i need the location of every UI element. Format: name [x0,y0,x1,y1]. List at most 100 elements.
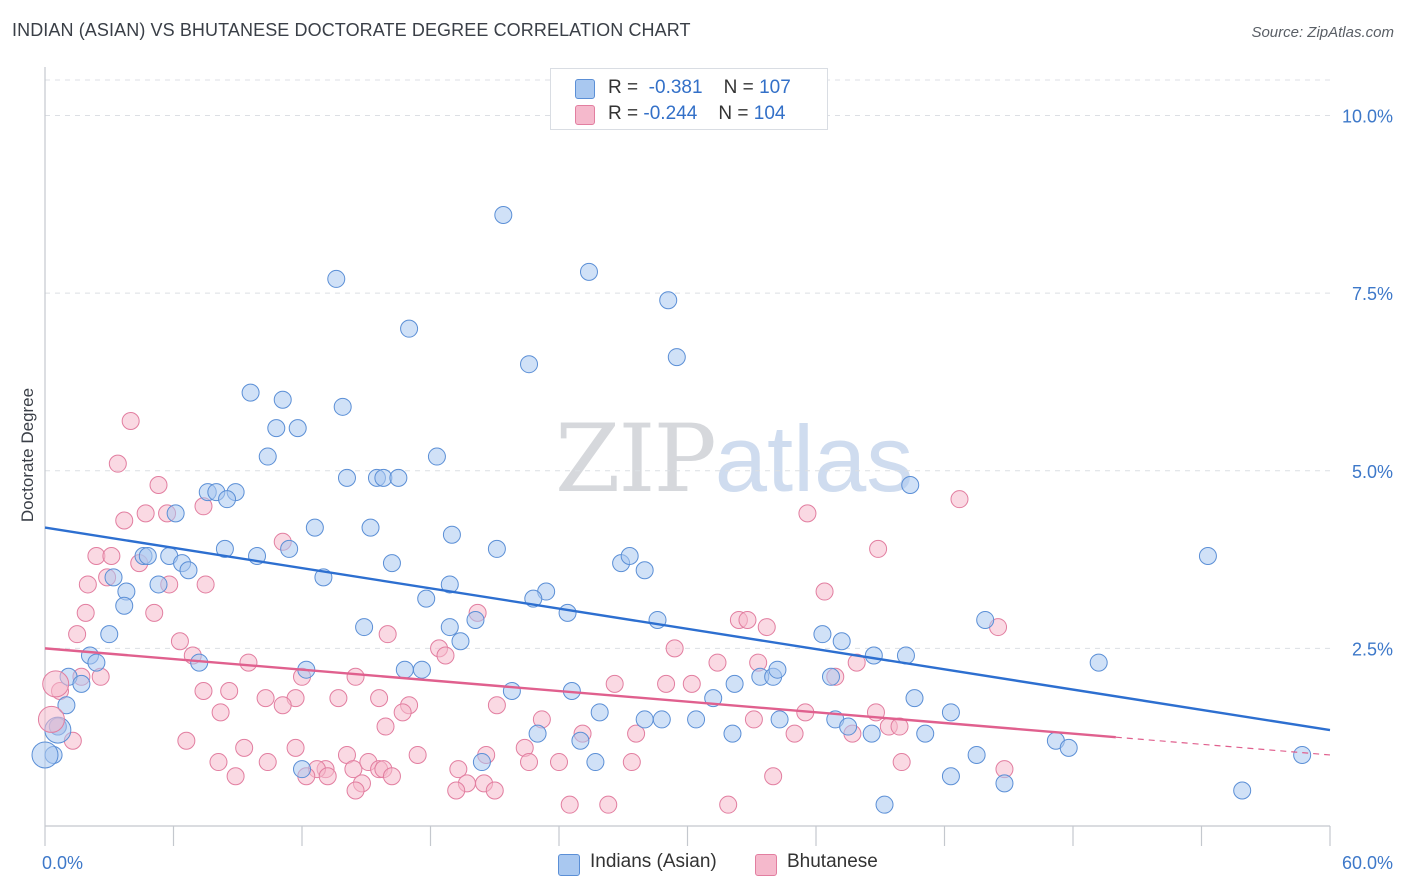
legend-n-value-indians: 107 [759,77,791,98]
point-bhutanese [226,767,245,786]
legend-swatch-indians [575,79,595,99]
point-indians [72,674,91,693]
trend-line-bhutanese [44,647,1116,739]
point-indians [620,547,639,566]
legend-r-label: R = [608,77,639,98]
point-bhutanese [605,674,624,693]
point-indians [412,660,431,679]
point-bhutanese-cluster [42,670,70,698]
point-bhutanese [211,703,230,722]
point-bhutanese [136,504,155,523]
y-tick-label: 5.0% [1352,462,1393,482]
point-indians [976,610,995,629]
point-bhutanese [408,745,427,764]
point-indians [293,760,311,779]
point-indians [218,490,237,509]
point-indians [288,419,307,438]
point-bhutanese [847,653,866,672]
point-indians [590,703,609,722]
point-bhutanese [892,753,911,772]
point-indians [821,667,840,686]
point-indians [427,447,446,466]
point-indians [138,547,157,566]
trend-line-bhutanese-extension [1115,736,1331,756]
point-bhutanese [209,753,228,772]
point-bhutanese [393,703,412,722]
point-indians [494,205,513,224]
point-indians [571,731,590,750]
legend-swatch-bhutanese [575,105,595,125]
point-indians [687,710,706,729]
y-tick-label: 10.0% [1342,107,1393,127]
point-bhutanese [560,795,579,814]
point-bhutanese [196,575,215,594]
point-bhutanese-cluster [37,705,65,733]
y-tick-label: 7.5% [1352,284,1393,304]
point-bhutanese [764,767,783,786]
point-bhutanese [950,490,969,509]
point-bhutanese [239,653,258,672]
legend-text-bhutanese: R = -0.244 N = 104 [608,103,785,125]
legend-n-value-bhutanese: 104 [753,103,786,124]
legend-text-indians: R = -0.381 N = 107 [608,77,791,99]
watermark-zip: ZIP [555,405,717,514]
point-bhutanese [665,639,684,658]
point-indians [579,262,598,281]
point-indians [502,682,521,701]
point-indians [337,468,356,487]
point-indians [967,745,986,764]
point-bhutanese [258,753,277,772]
point-indians [451,632,470,651]
point-bhutanese [346,781,365,800]
point-bhutanese [869,539,888,558]
point-indians [586,753,605,772]
chart-source: Source: ZipAtlas.com [1251,24,1394,41]
point-indians [466,610,485,629]
point-bhutanese [370,689,389,708]
point-indians [725,674,744,693]
point-bhutanese [378,625,397,644]
point-bhutanese [170,632,189,651]
point-bhutanese [627,724,646,743]
point-indians [839,717,858,736]
legend-r-value-indians: -0.381 [648,77,703,98]
point-indians [440,575,459,594]
point-bhutanese [68,625,87,644]
point-indians [355,618,374,637]
point-indians [374,468,393,487]
point-indians [905,689,924,708]
point-bhutanese [256,689,275,708]
point-bhutanese [344,760,363,779]
point-bhutanese [719,795,738,814]
point-indians-cluster [31,741,59,769]
point-indians [179,561,198,580]
point-bhutanese [115,511,134,530]
x-tick-label-min: 0.0% [42,853,83,873]
point-indians [1089,653,1108,672]
legend-n-label: N = [723,77,754,98]
point-indians [916,724,935,743]
point-bhutanese [329,689,348,708]
point-indians [87,653,106,672]
point-bhutanese [798,504,817,523]
y-tick-label: 2.5% [1352,639,1393,659]
point-indians [520,355,539,374]
point-indians [327,269,346,288]
point-bhutanese [235,738,254,757]
bottom-legend-label-indians: Indians (Asian) [590,851,717,872]
point-bhutanese [436,646,455,665]
point-bhutanese [599,795,618,814]
point-indians [100,625,119,644]
point-bhutanese [757,618,776,637]
point-indians [635,710,654,729]
point-bhutanese [485,781,504,800]
trend-line-indians [44,526,1331,732]
point-indians [723,724,742,743]
point-bhutanese [149,475,168,494]
point-bhutanese [550,753,568,772]
point-bhutanese [447,781,466,800]
point-indians [442,525,461,544]
point-bhutanese [177,731,196,750]
point-indians [166,504,185,523]
